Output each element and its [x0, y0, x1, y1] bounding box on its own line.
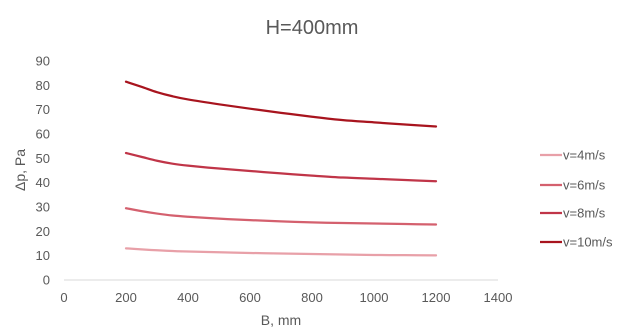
legend-item: v=8m/s — [540, 206, 606, 221]
y-axis-label: Δp, Pa — [12, 149, 28, 191]
legend-item: v=6m/s — [540, 178, 606, 193]
legend-item: v=10m/s — [540, 235, 613, 250]
y-tick-label: 30 — [36, 200, 50, 215]
x-tick-label: 600 — [239, 290, 261, 305]
plot-area: 0 200 400 600 800 1000 1200 1400 0 10 20 30 40 50 60 70… — [36, 54, 513, 306]
legend-label: v=10m/s — [563, 235, 613, 250]
series-line-2 — [124, 207, 438, 226]
legend: v=4m/s v=6m/s v=8m/s v=10m/s — [540, 148, 613, 250]
legend-item: v=4m/s — [540, 148, 606, 163]
legend-label: v=4m/s — [563, 148, 606, 163]
series-line-3 — [124, 151, 438, 183]
x-tick-label: 1000 — [360, 290, 389, 305]
x-axis-label: B, mm — [261, 312, 301, 328]
y-tick-label: 40 — [36, 175, 50, 190]
legend-label: v=6m/s — [563, 178, 606, 193]
y-tick-label: 20 — [36, 224, 50, 239]
legend-label: v=8m/s — [563, 206, 606, 221]
y-tick-label: 10 — [36, 248, 50, 263]
x-tick-label: 1200 — [422, 290, 451, 305]
x-tick-label: 0 — [60, 290, 67, 305]
y-tick-label: 50 — [36, 151, 50, 166]
series-line-4 — [124, 80, 438, 128]
y-tick-label: 0 — [43, 273, 50, 288]
y-tick-label: 70 — [36, 102, 50, 117]
y-tick-label: 60 — [36, 127, 50, 142]
x-tick-label: 800 — [301, 290, 323, 305]
series-line-1 — [124, 247, 438, 257]
x-tick-label: 200 — [115, 290, 137, 305]
y-tick-label: 80 — [36, 78, 50, 93]
x-tick-label: 1400 — [484, 290, 513, 305]
x-tick-label: 400 — [177, 290, 199, 305]
chart-title: H=400mm — [266, 17, 359, 39]
y-tick-label: 90 — [36, 54, 50, 69]
